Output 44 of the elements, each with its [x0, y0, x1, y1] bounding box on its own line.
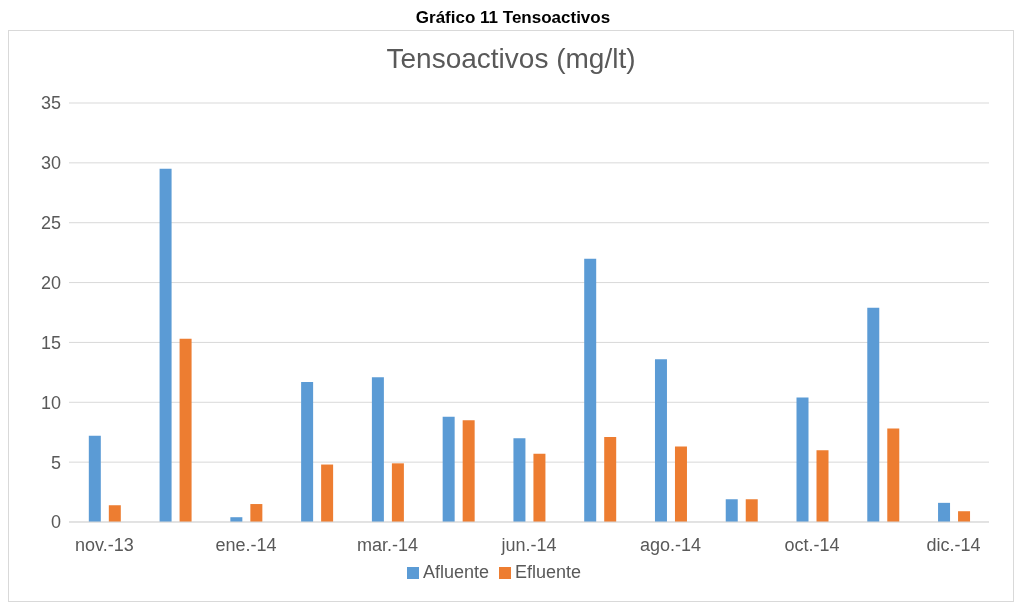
x-tick-label: mar.-14 [356, 534, 418, 555]
bar [371, 377, 384, 522]
y-tick-label: 15 [40, 332, 61, 353]
y-tick-label: 30 [40, 153, 61, 174]
bar [159, 168, 172, 522]
x-tick-label: nov.-13 [75, 534, 134, 555]
bar [958, 511, 971, 522]
legend-label: Efluente [515, 562, 582, 582]
x-tick-label: jun.-14 [500, 534, 557, 555]
bar [604, 437, 617, 522]
bar [462, 420, 475, 522]
x-tick-label: dic.-14 [926, 534, 981, 555]
bar [938, 502, 951, 522]
bar [301, 381, 314, 522]
bar [654, 359, 667, 522]
y-tick-label: 0 [50, 512, 61, 533]
y-tick-label: 10 [40, 392, 61, 413]
bar [745, 499, 758, 522]
y-tick-label: 20 [40, 272, 61, 293]
y-tick-label: 25 [40, 213, 61, 234]
bar [674, 446, 687, 522]
bar [179, 338, 192, 522]
bar [442, 416, 455, 522]
bar [796, 397, 809, 522]
x-tick-label: ago.-14 [640, 534, 702, 555]
x-tick-label: oct.-14 [784, 534, 840, 555]
bar [887, 428, 900, 522]
legend-label: Afluente [422, 562, 489, 582]
chart-subtitle: Tensoactivos (mg/lt) [385, 43, 637, 76]
bar [533, 453, 546, 522]
bar [867, 307, 880, 522]
bar [250, 504, 263, 522]
bar [391, 463, 404, 522]
bar [108, 505, 121, 522]
y-tick-label: 5 [50, 452, 61, 473]
bar [584, 258, 597, 522]
x-tick-label: ene.-14 [215, 534, 277, 555]
bar [321, 464, 334, 522]
y-tick-label: 35 [40, 93, 61, 114]
bar [725, 499, 738, 522]
bar [88, 435, 101, 522]
bar [816, 450, 829, 522]
chart-title: Gráfico 11 Tensoactivos [414, 8, 612, 29]
bar [513, 438, 526, 522]
